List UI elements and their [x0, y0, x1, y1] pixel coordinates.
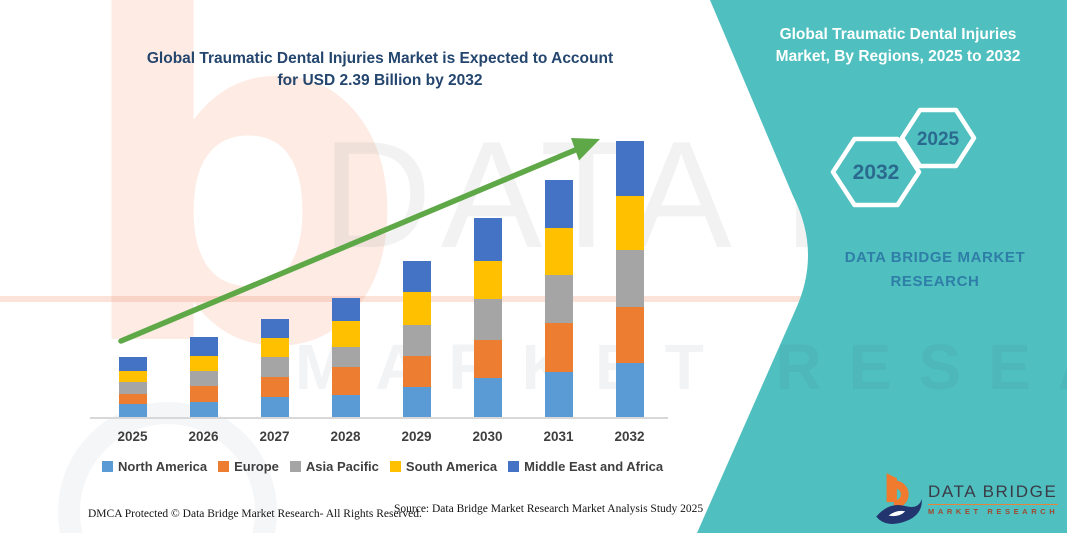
bar-segment-north-america-2026 [189, 401, 218, 417]
bar-segment-asia-pacific-2032 [615, 249, 644, 308]
x-axis-label-2029: 2029 [401, 429, 432, 444]
footer-dmca-text: DMCA Protected © Data Bridge Market Rese… [88, 508, 422, 520]
bar-segment-north-america-2025 [118, 404, 147, 417]
data-bridge-logo: DATA BRIDGE MARKET RESEARCH [874, 468, 1059, 530]
chart-legend: North America Europe Asia Pacific South Ame… [102, 459, 677, 474]
panel-heading: Global Traumatic Dental Injuries Market,… [775, 26, 1021, 65]
legend-label: South America [405, 459, 498, 474]
legend-swatch [289, 461, 301, 472]
legend-swatch [218, 461, 230, 472]
bar-segment-asia-pacific-2026 [189, 370, 218, 386]
chart-title-line2: for USD 2.39 Billion by 2032 [277, 72, 483, 90]
legend-label: Middle East and Africa [524, 459, 664, 474]
x-axis-label-2025: 2025 [117, 429, 148, 444]
bar-segment-europe-2025 [118, 393, 147, 405]
bar-segment-europe-2027 [260, 376, 289, 398]
bar-segment-europe-2028 [331, 367, 360, 396]
x-axis-label-2028: 2028 [330, 429, 361, 444]
hexagon-2025 [899, 107, 977, 169]
bar-segment-north-america-2031 [544, 371, 573, 417]
legend-item-south-america: South America [389, 459, 498, 474]
bar-segment-south-america-2032 [615, 196, 644, 250]
footer-source-text: Source: Data Bridge Market Research Mark… [394, 503, 704, 515]
x-axis-label-2026: 2026 [188, 429, 219, 444]
x-axis-label-2032: 2032 [614, 429, 645, 444]
legend-label: Asia Pacific [305, 459, 379, 474]
legend-item-asia-pacific: Asia Pacific [289, 459, 379, 474]
bar-segment-asia-pacific-2025 [118, 382, 147, 394]
bar-segment-north-america-2028 [331, 395, 360, 417]
panel-brand-text: DATA BRIDGE MARKET RESEARCH [844, 249, 1026, 290]
hexagon-2032-label: 2032 [853, 161, 900, 184]
chart-title-line1: Global Traumatic Dental Injuries Market … [146, 50, 614, 67]
bar-segment-north-america-2029 [402, 386, 431, 417]
legend-label: North America [118, 459, 208, 474]
legend-swatch [508, 461, 520, 472]
bar-segment-middle-east-and-africa-2032 [615, 140, 644, 197]
x-axis-label-2031: 2031 [543, 429, 574, 444]
bar-segment-north-america-2027 [260, 397, 289, 417]
logo-tagline: MARKET RESEARCH [928, 507, 1059, 516]
bar-segment-south-america-2025 [118, 370, 147, 383]
legend-swatch [102, 461, 113, 472]
legend-swatch [389, 461, 401, 472]
bar-segment-europe-2032 [615, 307, 644, 363]
hexagon-2032 [830, 136, 922, 208]
bar-segment-europe-2030 [473, 339, 502, 378]
x-axis-label-2027: 2027 [259, 429, 290, 444]
bar-segment-middle-east-and-africa-2025 [118, 356, 147, 371]
bar-segment-north-america-2032 [615, 362, 644, 417]
logo-name: DATA BRIDGE [928, 482, 1059, 505]
x-axis-line [90, 417, 668, 419]
legend-item-europe: Europe [218, 459, 279, 474]
x-axis-label-2030: 2030 [472, 429, 503, 444]
legend-label: Europe [234, 459, 279, 474]
hexagon-2025-label: 2025 [917, 129, 960, 150]
data-bridge-logo-icon [876, 473, 922, 524]
bar-segment-asia-pacific-2027 [260, 356, 289, 377]
legend-item-middle-east-and-africa: Middle East and Africa [508, 459, 663, 474]
bar-segment-asia-pacific-2028 [331, 346, 360, 368]
chart-title: Global Traumatic Dental Injuries Market … [100, 48, 660, 93]
bar-segment-europe-2026 [189, 385, 218, 402]
legend-item-north-america: North America [102, 459, 207, 474]
bar-segment-europe-2029 [402, 355, 431, 387]
bar-segment-north-america-2030 [473, 377, 502, 417]
bar-segment-south-america-2026 [189, 355, 218, 371]
